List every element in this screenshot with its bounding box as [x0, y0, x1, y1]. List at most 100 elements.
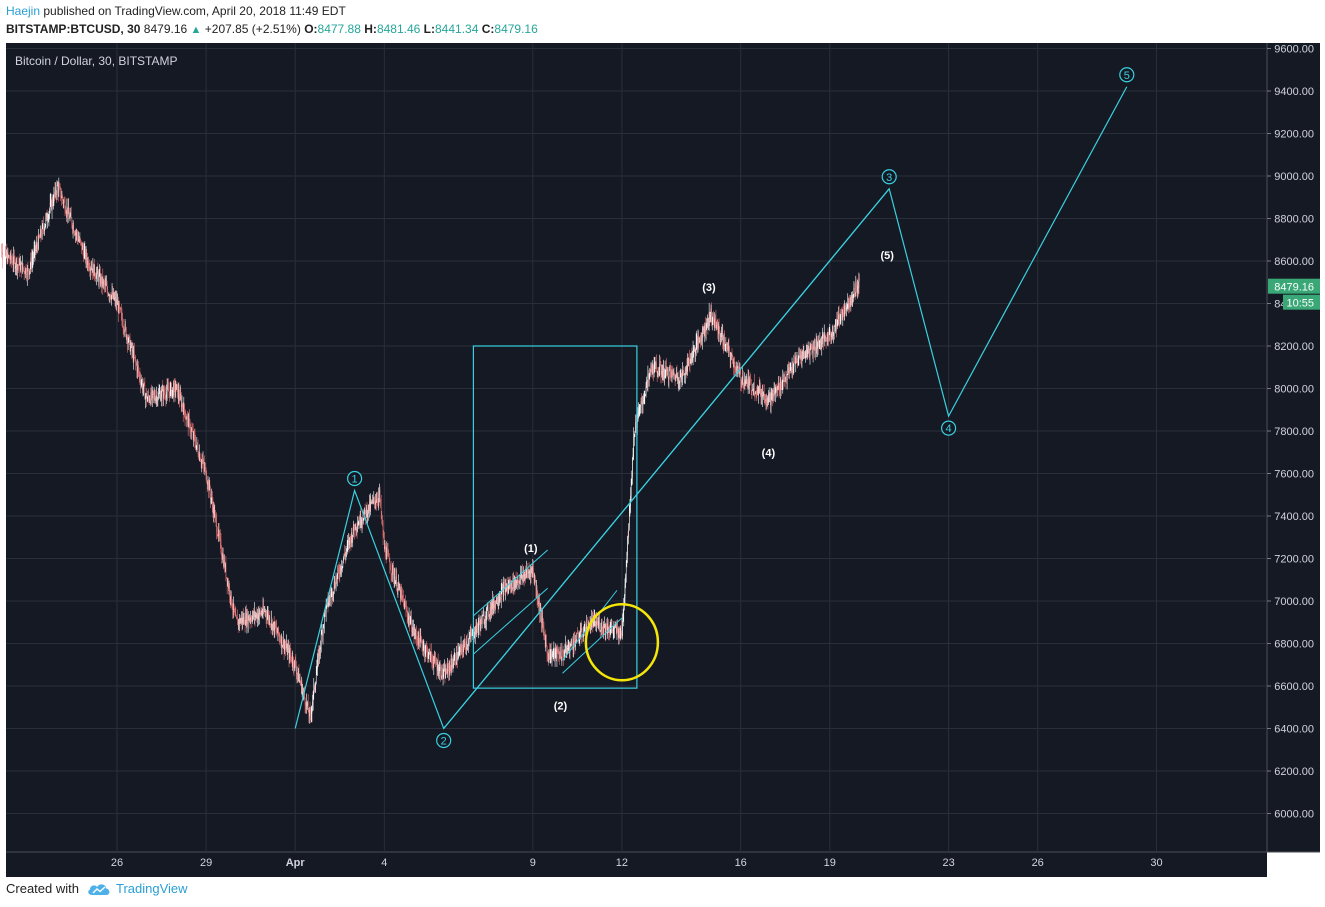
candle-body: [715, 315, 716, 320]
candle-body: [69, 213, 70, 219]
candle-body: [811, 347, 813, 349]
candle-body: [204, 467, 206, 469]
candle-body: [681, 373, 682, 380]
candle-body: [215, 516, 217, 520]
candle-body: [298, 670, 300, 683]
candle-body: [143, 383, 144, 388]
candle-body: [225, 564, 226, 570]
candle-body: [68, 206, 69, 214]
candle-body: [160, 397, 162, 401]
candle-body: [19, 260, 21, 271]
candle-body: [833, 332, 834, 336]
y-tick-label: 7200.00: [1274, 554, 1314, 566]
candle-body: [208, 480, 209, 491]
candle-body: [524, 574, 526, 580]
candle-body: [403, 601, 405, 609]
candle-body: [337, 568, 339, 575]
candle-body: [778, 384, 779, 390]
candle-body: [485, 619, 487, 622]
candle-body: [342, 560, 344, 567]
candle-body: [460, 648, 461, 653]
candle-body: [148, 397, 150, 402]
candle-body: [686, 366, 688, 372]
tradingview-brand-link[interactable]: TradingView: [87, 881, 188, 896]
candle-body: [137, 366, 139, 369]
candle-body: [463, 646, 464, 653]
candle-body: [793, 360, 795, 367]
candle-body: [265, 611, 266, 613]
candle-body: [354, 524, 356, 531]
candle-body: [307, 702, 308, 706]
candle-body: [314, 686, 316, 690]
candle-body: [41, 225, 43, 237]
author-link[interactable]: Haejin: [6, 4, 41, 18]
candle-body: [551, 653, 553, 660]
candle-body: [330, 597, 331, 599]
candle-body: [184, 404, 185, 412]
candle-body: [692, 356, 693, 361]
candle-body: [127, 336, 128, 344]
candle-body: [767, 398, 768, 400]
candle-body: [583, 629, 585, 633]
candle-body: [145, 395, 146, 400]
time-axis-background[interactable]: [6, 852, 1267, 877]
candle-body: [806, 348, 808, 357]
candle-body: [432, 663, 434, 666]
candle-body: [30, 257, 32, 266]
candle-body: [643, 400, 644, 402]
candle-body: [309, 709, 311, 714]
candle-body: [683, 372, 685, 375]
candle-body: [215, 513, 216, 517]
candle-body: [807, 345, 809, 350]
candle-body: [179, 397, 180, 401]
candle-body: [523, 573, 525, 580]
candle-body: [357, 525, 358, 530]
candle-body: [366, 507, 368, 517]
candle-body: [437, 662, 438, 671]
candle-body: [777, 386, 779, 390]
candle-body: [730, 355, 732, 359]
candle-body: [74, 232, 75, 234]
candle-body: [161, 388, 163, 391]
candle-body: [841, 312, 843, 319]
candle-body: [858, 286, 859, 288]
candle-body: [268, 616, 270, 621]
candle-body: [231, 604, 233, 609]
candle-body: [454, 654, 456, 658]
candle-body: [512, 588, 513, 590]
candle-body: [398, 582, 400, 590]
candle-body: [596, 621, 598, 624]
candle-body: [186, 416, 188, 420]
candle-body: [108, 294, 109, 296]
candle-body: [332, 589, 333, 597]
candle-body: [522, 575, 524, 578]
candle-body: [634, 436, 635, 438]
candle-body: [241, 618, 243, 624]
candle-body: [367, 504, 369, 514]
candle-body: [173, 387, 174, 396]
candle-body: [581, 628, 582, 637]
candle-body: [66, 207, 68, 214]
candle-body: [668, 370, 670, 380]
candle-body: [119, 303, 120, 308]
candle-body: [272, 620, 273, 630]
candle-body: [452, 663, 453, 668]
candle-body: [574, 638, 575, 641]
candle-body: [838, 315, 840, 318]
candle-body: [290, 650, 291, 656]
candle-body: [828, 331, 830, 342]
candle-body: [426, 647, 427, 649]
candle-body: [38, 235, 39, 250]
candle-body: [456, 651, 457, 664]
wave-marker-label: 1: [352, 474, 358, 486]
candle-body: [371, 502, 373, 504]
candle-body: [449, 666, 451, 668]
candle-body: [489, 614, 490, 616]
candle-body: [58, 186, 60, 193]
candle-body: [86, 252, 87, 261]
price-axis-background[interactable]: [1267, 43, 1320, 852]
candle-body: [458, 650, 460, 652]
candle-body: [798, 356, 800, 358]
candle-body: [114, 297, 116, 299]
